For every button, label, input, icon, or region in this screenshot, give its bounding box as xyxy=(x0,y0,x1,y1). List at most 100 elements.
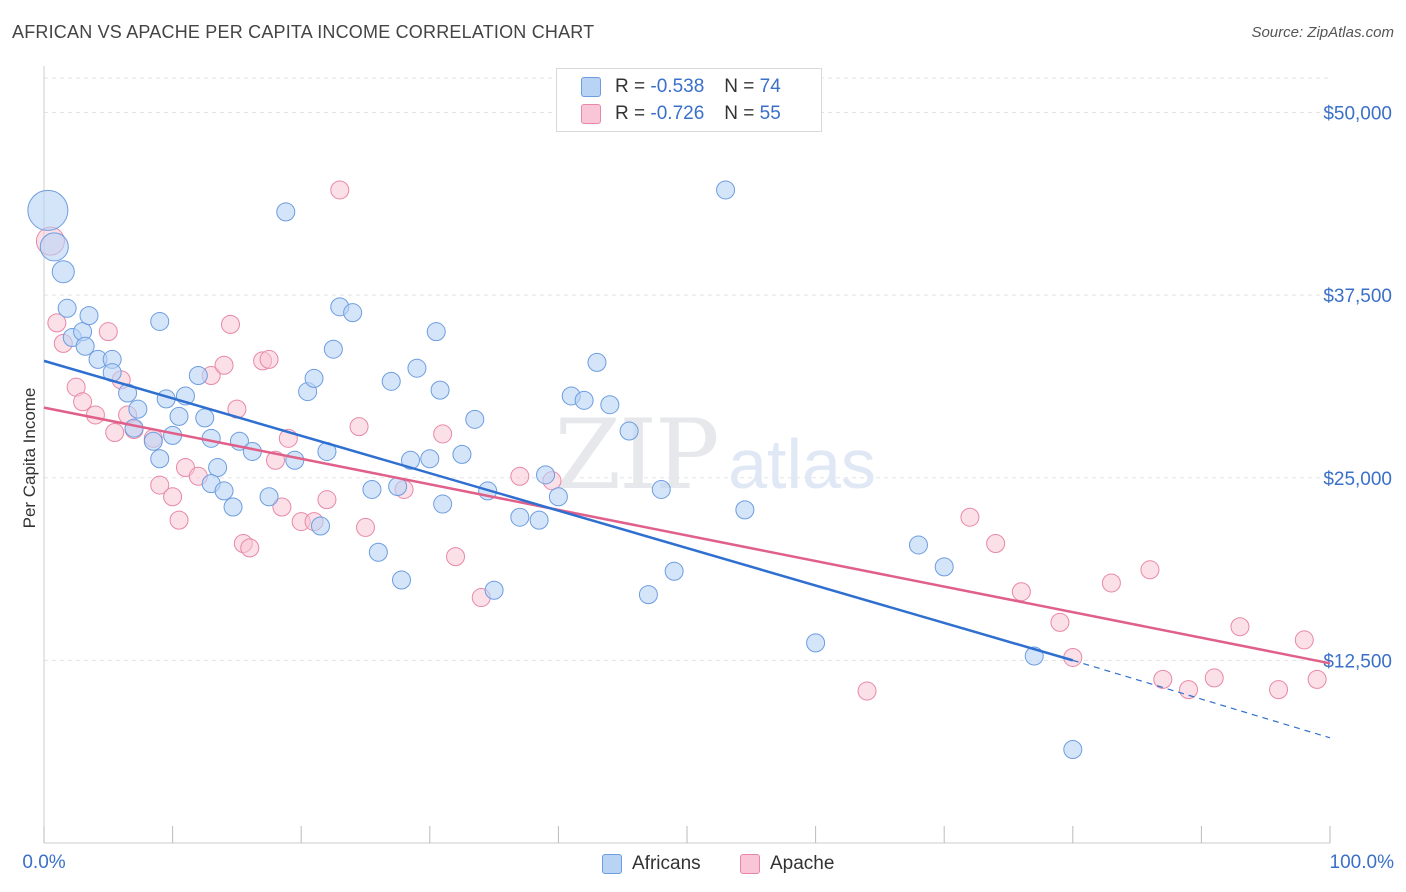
africans-point xyxy=(195,408,215,428)
africans-point xyxy=(39,232,69,262)
apache-point xyxy=(317,490,337,510)
africans-point xyxy=(664,561,684,581)
africans-point xyxy=(407,358,427,378)
apache-point xyxy=(857,681,877,701)
legend-r-value-africans: -0.538 xyxy=(650,76,705,97)
bottom-legend-apache: Apache xyxy=(740,852,834,876)
africans-point xyxy=(343,303,363,323)
legend-n-label-africans: N = xyxy=(724,76,755,97)
africans-point xyxy=(150,311,170,331)
africans-point xyxy=(310,516,330,536)
africans-point xyxy=(323,339,343,359)
africans-point xyxy=(201,428,221,448)
chart-title: AFRICAN VS APACHE PER CAPITA INCOME CORR… xyxy=(12,22,595,42)
y-tick-label: $12,500 xyxy=(1323,651,1392,672)
africans-point xyxy=(362,479,382,499)
apache-point xyxy=(98,322,118,342)
apache-point xyxy=(433,424,453,444)
tick-labels: $12,500 $25,000 $37,500 $50,000 0.0% 100.0% xyxy=(22,104,1394,873)
africans-point xyxy=(1063,739,1083,759)
africans-point xyxy=(651,479,671,499)
africans-point xyxy=(529,510,549,530)
apache-point xyxy=(47,313,67,333)
apache-point xyxy=(1269,680,1289,700)
apache-trend-line xyxy=(43,406,1331,665)
africans-point xyxy=(433,494,453,514)
chart-source: Source: ZipAtlas.com xyxy=(1251,24,1394,41)
y-axis-label: Per Capita Income xyxy=(20,387,39,529)
apache-point xyxy=(960,507,980,527)
apache-point xyxy=(1307,669,1327,689)
apache-point xyxy=(1101,573,1121,593)
apache-point xyxy=(1140,560,1160,580)
apache-point xyxy=(1230,617,1250,637)
africans-point xyxy=(908,535,928,555)
africans-point xyxy=(600,395,620,415)
apache-point xyxy=(1153,669,1173,689)
apache-point xyxy=(240,538,260,558)
legend-r-value-apache: -0.726 xyxy=(650,103,705,124)
y-tick-label: $37,500 xyxy=(1323,286,1392,307)
bottom-legend-africans: Africans xyxy=(602,852,701,876)
bottom-legend-label-apache: Apache xyxy=(770,853,835,874)
africans-point xyxy=(510,507,530,527)
legend-r-label-africans: R = xyxy=(615,76,646,97)
apache-point xyxy=(446,547,466,567)
apache-point xyxy=(272,497,292,517)
apache-point xyxy=(1011,582,1031,602)
africans-point xyxy=(638,585,658,605)
africans-point xyxy=(124,418,144,438)
apache-point xyxy=(220,314,240,334)
africans-point xyxy=(426,322,446,342)
watermark-atlas: atlas xyxy=(728,425,876,503)
africans-point xyxy=(452,444,472,464)
correlation-legend: R = -0.538 N = 74 R = -0.726 N = 55 xyxy=(556,68,822,132)
legend-n-value-africans: 74 xyxy=(759,76,781,97)
africans-point xyxy=(548,487,568,507)
apache-point xyxy=(73,392,93,412)
africans-point xyxy=(619,421,639,441)
africans-point xyxy=(465,409,485,429)
y-tick-label: $50,000 xyxy=(1323,104,1392,125)
africans-point xyxy=(259,487,279,507)
africans-point xyxy=(716,180,736,200)
apache-point xyxy=(1294,630,1314,650)
apache-point xyxy=(510,466,530,486)
africans-point xyxy=(57,298,77,318)
apache-point xyxy=(1204,668,1224,688)
apache-point xyxy=(1050,612,1070,632)
africans-point xyxy=(75,336,95,356)
apache-point xyxy=(169,510,189,530)
bottom-legend-label-africans: Africans xyxy=(632,853,701,874)
africans-point xyxy=(188,365,208,385)
africans-point xyxy=(169,406,189,426)
africans-point xyxy=(79,306,99,326)
legend-row-apache: R = -0.726 N = 55 xyxy=(581,101,781,127)
africans-point xyxy=(368,542,388,562)
legend-swatch-apache xyxy=(581,104,601,124)
x-tick-label-max: 100.0% xyxy=(1330,852,1395,873)
africans-point xyxy=(536,465,556,485)
bottom-legend-swatch-apache xyxy=(740,854,760,874)
africans-point xyxy=(304,368,324,388)
trend-lines xyxy=(43,359,1331,739)
watermark-zip: ZIP xyxy=(554,399,717,511)
africans-point xyxy=(128,399,148,419)
legend-row-africans: R = -0.538 N = 74 xyxy=(581,74,781,100)
africans-point xyxy=(143,431,163,451)
africans-point xyxy=(51,260,75,284)
y-tick-label: $25,000 xyxy=(1323,469,1392,490)
africans-point xyxy=(285,450,305,470)
africans-point xyxy=(223,497,243,517)
africans-point xyxy=(420,449,440,469)
africans-point xyxy=(276,202,296,222)
africans-point xyxy=(381,371,401,391)
legend-r-label-apache: R = xyxy=(615,103,646,124)
africans-point xyxy=(150,449,170,469)
legend-n-value-apache: 55 xyxy=(759,103,781,124)
apache-point xyxy=(105,422,125,442)
apache-point xyxy=(214,355,234,375)
africans-point xyxy=(735,500,755,520)
apache-point xyxy=(356,517,375,537)
